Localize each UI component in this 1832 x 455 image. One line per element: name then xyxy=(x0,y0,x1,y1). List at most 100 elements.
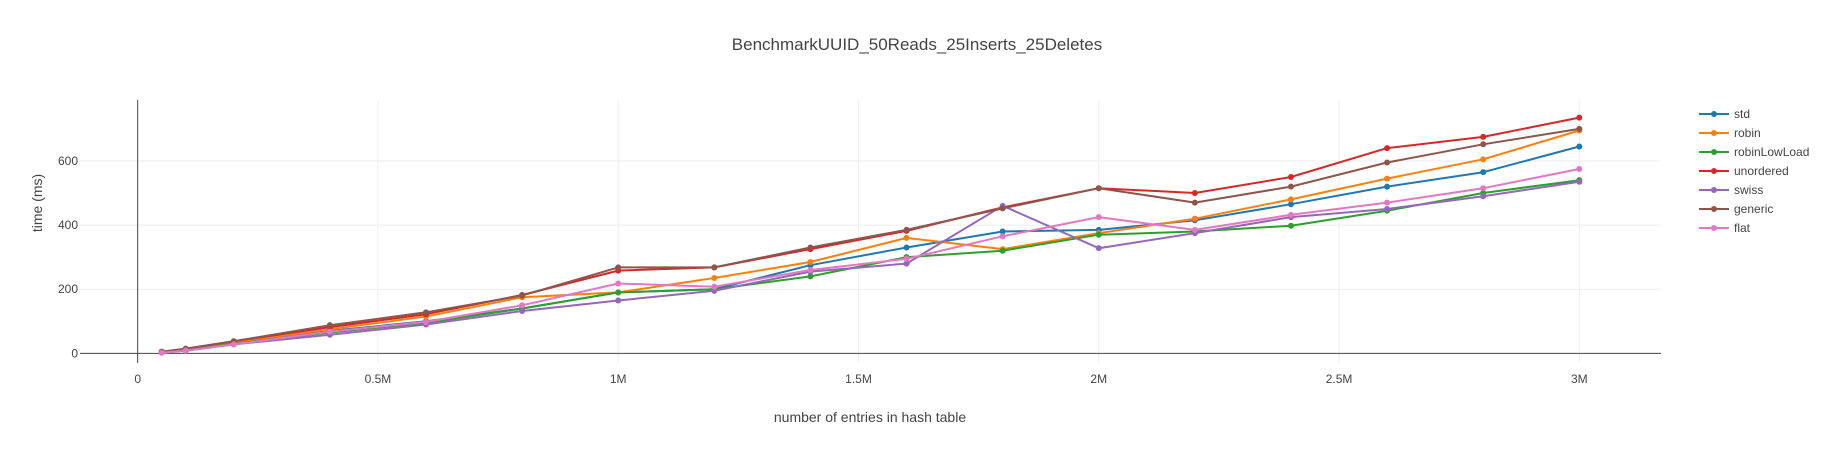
data-point-std-14 xyxy=(1384,183,1391,190)
data-point-std-10 xyxy=(999,228,1006,235)
data-point-robin-8 xyxy=(807,258,814,265)
legend-marker-std xyxy=(1711,111,1717,117)
data-point-swiss-7 xyxy=(711,287,718,294)
series-line-generic xyxy=(161,127,1580,353)
data-point-generic-14 xyxy=(1384,159,1391,166)
legend-item-unordered[interactable]: unordered xyxy=(1699,164,1789,178)
x-tick-label-5: 2.5M xyxy=(1326,372,1353,386)
data-point-flat-2 xyxy=(230,341,237,348)
series-generic xyxy=(158,125,1583,355)
data-point-swiss-15 xyxy=(1480,193,1487,200)
data-point-robinLowLoad-8 xyxy=(807,273,814,280)
data-point-swiss-16 xyxy=(1576,178,1583,185)
data-point-robinLowLoad-13 xyxy=(1287,222,1294,229)
y-axis-title: time (ms) xyxy=(29,174,45,232)
legend-marker-flat xyxy=(1711,225,1717,231)
legend-item-generic[interactable]: generic xyxy=(1699,202,1773,216)
data-point-robin-15 xyxy=(1480,156,1487,163)
data-point-robinLowLoad-10 xyxy=(999,247,1006,254)
data-point-flat-6 xyxy=(615,280,622,287)
data-point-flat-15 xyxy=(1480,185,1487,192)
data-point-robin-9 xyxy=(903,234,910,241)
data-point-flat-3 xyxy=(326,328,333,335)
x-tick-label-3: 1.5M xyxy=(845,372,872,386)
legend[interactable]: std robin robinLowLoad unordered swiss generi… xyxy=(1699,107,1809,235)
data-point-generic-16 xyxy=(1576,125,1583,132)
data-point-flat-9 xyxy=(903,255,910,262)
legend-item-robinLowLoad[interactable]: robinLowLoad xyxy=(1699,145,1809,159)
data-point-flat-5 xyxy=(519,302,526,309)
series-flat xyxy=(158,165,1583,356)
data-point-flat-8 xyxy=(807,266,814,273)
data-point-robin-7 xyxy=(711,275,718,282)
data-point-std-16 xyxy=(1576,143,1583,150)
data-point-std-13 xyxy=(1287,201,1294,208)
data-point-generic-6 xyxy=(615,264,622,271)
data-point-swiss-9 xyxy=(903,260,910,267)
data-point-generic-11 xyxy=(1095,185,1102,192)
legend-label-robin: robin xyxy=(1734,126,1761,140)
data-point-flat-1 xyxy=(182,347,189,354)
legend-item-robin[interactable]: robin xyxy=(1699,126,1761,140)
x-tick-label-0: 0 xyxy=(134,372,141,386)
x-tick-label-2: 1M xyxy=(610,372,627,386)
data-point-generic-13 xyxy=(1287,183,1294,190)
legend-marker-swiss xyxy=(1711,187,1717,193)
data-point-flat-14 xyxy=(1384,199,1391,206)
legend-label-std: std xyxy=(1734,107,1750,121)
data-point-swiss-14 xyxy=(1384,206,1391,213)
x-tick-label-6: 3M xyxy=(1571,372,1588,386)
data-point-unordered-14 xyxy=(1384,145,1391,152)
chart-title: BenchmarkUUID_50Reads_25Inserts_25Delete… xyxy=(732,35,1102,54)
data-point-generic-4 xyxy=(422,309,429,316)
axes-layer xyxy=(80,100,1661,363)
legend-item-swiss[interactable]: swiss xyxy=(1699,183,1763,197)
data-point-flat-11 xyxy=(1095,214,1102,221)
legend-item-std[interactable]: std xyxy=(1699,107,1750,121)
data-point-flat-4 xyxy=(422,318,429,325)
data-point-flat-13 xyxy=(1287,211,1294,218)
data-point-generic-5 xyxy=(519,292,526,299)
legend-label-flat: flat xyxy=(1734,221,1751,235)
legend-marker-generic xyxy=(1711,206,1717,212)
data-point-flat-12 xyxy=(1191,226,1198,233)
data-point-generic-10 xyxy=(999,205,1006,212)
legend-marker-robinLowLoad xyxy=(1711,149,1717,155)
data-point-unordered-15 xyxy=(1480,133,1487,140)
data-point-flat-7 xyxy=(711,283,718,290)
data-point-flat-16 xyxy=(1576,165,1583,172)
legend-marker-unordered xyxy=(1711,168,1717,174)
data-point-swiss-11 xyxy=(1095,245,1102,252)
data-point-generic-9 xyxy=(903,226,910,233)
data-point-unordered-13 xyxy=(1287,173,1294,180)
legend-item-flat[interactable]: flat xyxy=(1699,221,1751,235)
grid-layer xyxy=(80,100,1661,363)
legend-label-unordered: unordered xyxy=(1734,164,1789,178)
legend-label-swiss: swiss xyxy=(1734,183,1763,197)
x-tick-label-1: 0.5M xyxy=(365,372,392,386)
data-point-generic-15 xyxy=(1480,141,1487,148)
data-point-flat-0 xyxy=(158,349,165,356)
series-layer xyxy=(158,114,1583,356)
data-point-std-9 xyxy=(903,244,910,251)
data-point-robinLowLoad-11 xyxy=(1095,231,1102,238)
y-tick-label-0: 0 xyxy=(71,346,78,360)
data-point-robin-13 xyxy=(1287,196,1294,203)
data-point-swiss-5 xyxy=(519,308,526,315)
data-point-generic-3 xyxy=(326,322,333,329)
legend-label-generic: generic xyxy=(1734,202,1773,216)
y-tick-label-2: 400 xyxy=(58,218,78,232)
tick-layer: 0 0.5M 1M 1.5M 2M 2.5M 3M 0 200 400 600 xyxy=(58,154,1588,386)
x-tick-label-4: 2M xyxy=(1090,372,1107,386)
data-point-std-15 xyxy=(1480,169,1487,176)
data-point-robin-14 xyxy=(1384,175,1391,182)
x-axis-title: number of entries in hash table xyxy=(774,409,966,425)
data-point-generic-7 xyxy=(711,264,718,271)
data-point-swiss-6 xyxy=(615,297,622,304)
legend-label-robinLowLoad: robinLowLoad xyxy=(1734,145,1809,159)
series-line-flat xyxy=(161,168,1580,354)
data-point-unordered-12 xyxy=(1191,190,1198,197)
series-line-unordered xyxy=(161,116,1580,353)
